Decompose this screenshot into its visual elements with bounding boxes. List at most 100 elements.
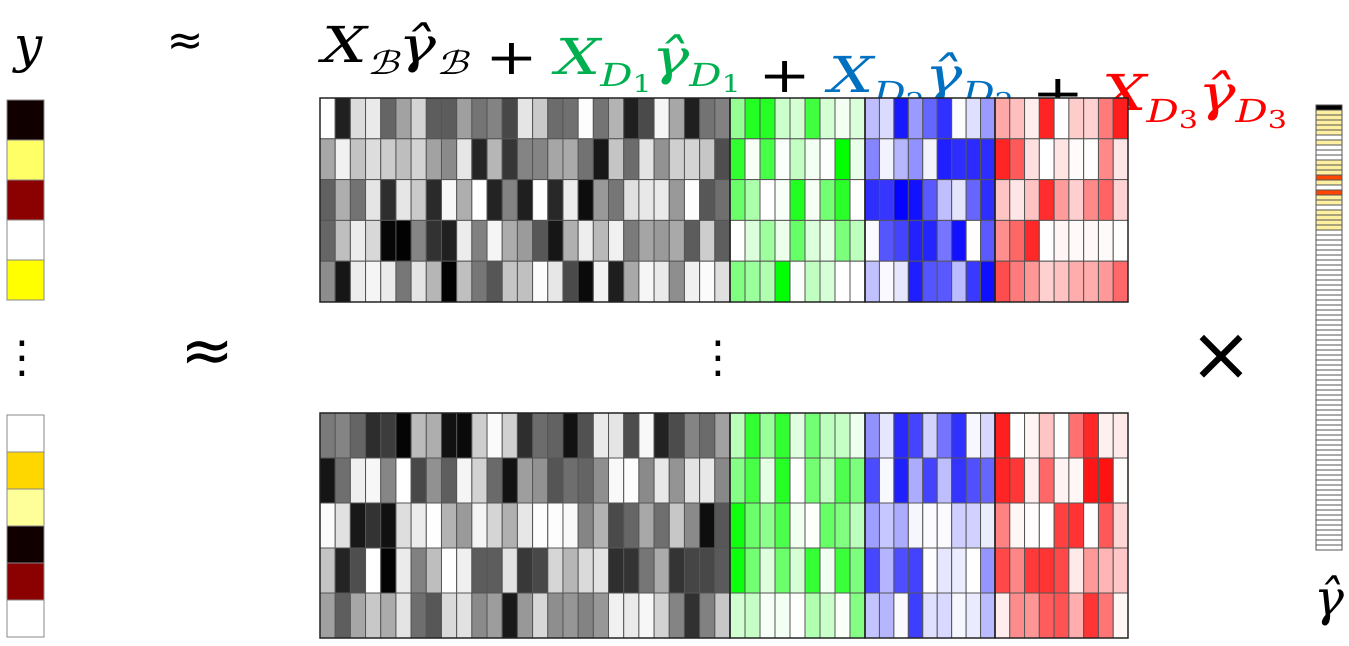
cell [759,457,776,504]
cell [864,547,880,594]
cell [456,502,473,549]
cell [714,260,731,303]
cell [1315,294,1343,301]
cell [789,502,806,549]
cell [683,457,701,504]
cell [440,457,458,504]
cell [994,138,1011,181]
cell [1024,97,1040,140]
cell [1315,349,1343,356]
cell [456,138,473,181]
cell [699,138,716,181]
cell [864,138,880,181]
cell [864,592,880,639]
cell [592,219,610,262]
cell [714,502,731,549]
cell [1315,409,1343,416]
cell [994,97,1011,140]
cell [759,179,776,221]
cell [380,457,397,504]
cell [980,547,996,594]
cell [936,412,953,459]
cell [380,179,397,221]
cell [562,547,579,594]
cell [878,457,895,504]
cell [936,219,953,262]
cell [349,138,367,181]
cell [819,219,836,262]
cell [922,547,938,594]
cell [936,502,953,549]
cell [608,97,625,140]
cell [1068,138,1085,181]
cell [532,260,549,303]
matrix-subscript: ℬ [367,44,402,82]
cell [864,457,880,504]
cell [623,412,640,459]
cell [486,260,503,303]
cell [547,502,564,549]
heatmaps [6,97,1343,639]
cell [1053,179,1070,221]
cell [532,502,549,549]
cell [980,502,996,549]
cell [608,457,625,504]
cell [365,547,382,594]
cell [683,260,701,303]
cell [683,138,701,181]
cell [683,592,701,639]
cell [6,139,45,181]
cell [789,219,806,262]
cell [638,219,655,262]
cell [623,179,640,221]
plus-sign: + [758,46,811,104]
cell [1315,539,1343,546]
cell [819,260,836,303]
matrix-subscript-index: 3 [1179,106,1198,134]
cell [922,457,938,504]
cell [365,457,382,504]
cell [1315,334,1343,341]
cell [440,260,458,303]
cell [683,179,701,221]
cell [1315,249,1343,256]
cell [501,138,518,181]
cell [1315,434,1343,441]
cell [714,219,731,262]
cell [804,502,821,549]
cell [744,97,761,140]
cell [774,97,791,140]
cell [893,457,909,504]
cell [425,502,442,549]
cell [1083,138,1099,181]
cell [334,138,351,181]
cell [1053,260,1070,303]
cell [744,138,761,181]
cell [623,502,640,549]
cell [1112,502,1129,549]
cell [965,179,982,221]
cell [1009,502,1026,549]
cell [1053,547,1070,594]
ellipsis-left: ⋮ [0,332,44,383]
cell [1315,259,1343,266]
cell [1112,138,1129,181]
cell [683,412,701,459]
cell [994,502,1011,549]
cell [834,97,851,140]
cell [547,179,564,221]
cell [1083,592,1099,639]
cell [547,97,564,140]
cell [1009,457,1026,504]
coef-symbol: γ̂ [925,46,963,104]
cell [714,547,731,594]
cell [668,457,685,504]
cell [547,219,564,262]
cell [1097,412,1114,459]
cell [653,412,670,459]
cell [1053,592,1070,639]
cell [638,412,655,459]
cell [365,138,382,181]
cell [1009,412,1026,459]
cell [501,547,518,594]
